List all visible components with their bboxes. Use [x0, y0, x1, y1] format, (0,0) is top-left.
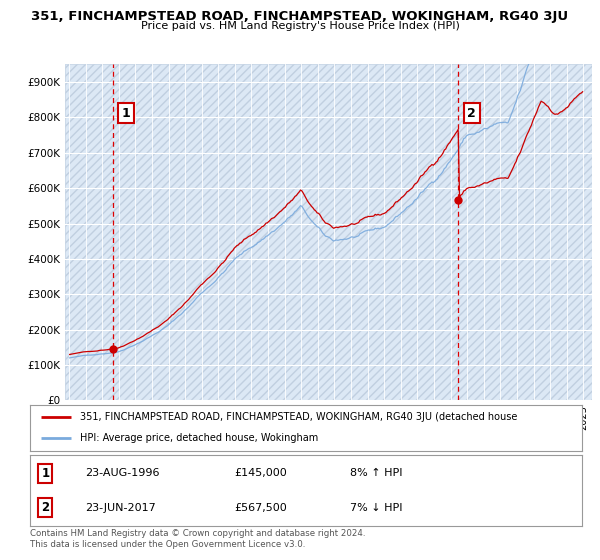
Text: Price paid vs. HM Land Registry's House Price Index (HPI): Price paid vs. HM Land Registry's House … — [140, 21, 460, 31]
Text: 2: 2 — [467, 106, 476, 120]
Text: 351, FINCHAMPSTEAD ROAD, FINCHAMPSTEAD, WOKINGHAM, RG40 3JU: 351, FINCHAMPSTEAD ROAD, FINCHAMPSTEAD, … — [31, 10, 569, 23]
Text: HPI: Average price, detached house, Wokingham: HPI: Average price, detached house, Woki… — [80, 433, 318, 444]
Text: 23-JUN-2017: 23-JUN-2017 — [85, 503, 156, 513]
Text: £567,500: £567,500 — [234, 503, 287, 513]
Text: 2: 2 — [41, 501, 50, 514]
Text: 1: 1 — [41, 467, 50, 480]
Text: 8% ↑ HPI: 8% ↑ HPI — [350, 468, 403, 478]
Text: 351, FINCHAMPSTEAD ROAD, FINCHAMPSTEAD, WOKINGHAM, RG40 3JU (detached house: 351, FINCHAMPSTEAD ROAD, FINCHAMPSTEAD, … — [80, 412, 517, 422]
Text: 1: 1 — [122, 106, 130, 120]
Text: Contains HM Land Registry data © Crown copyright and database right 2024.
This d: Contains HM Land Registry data © Crown c… — [30, 529, 365, 549]
Text: 23-AUG-1996: 23-AUG-1996 — [85, 468, 160, 478]
Text: 7% ↓ HPI: 7% ↓ HPI — [350, 503, 403, 513]
Text: £145,000: £145,000 — [234, 468, 287, 478]
